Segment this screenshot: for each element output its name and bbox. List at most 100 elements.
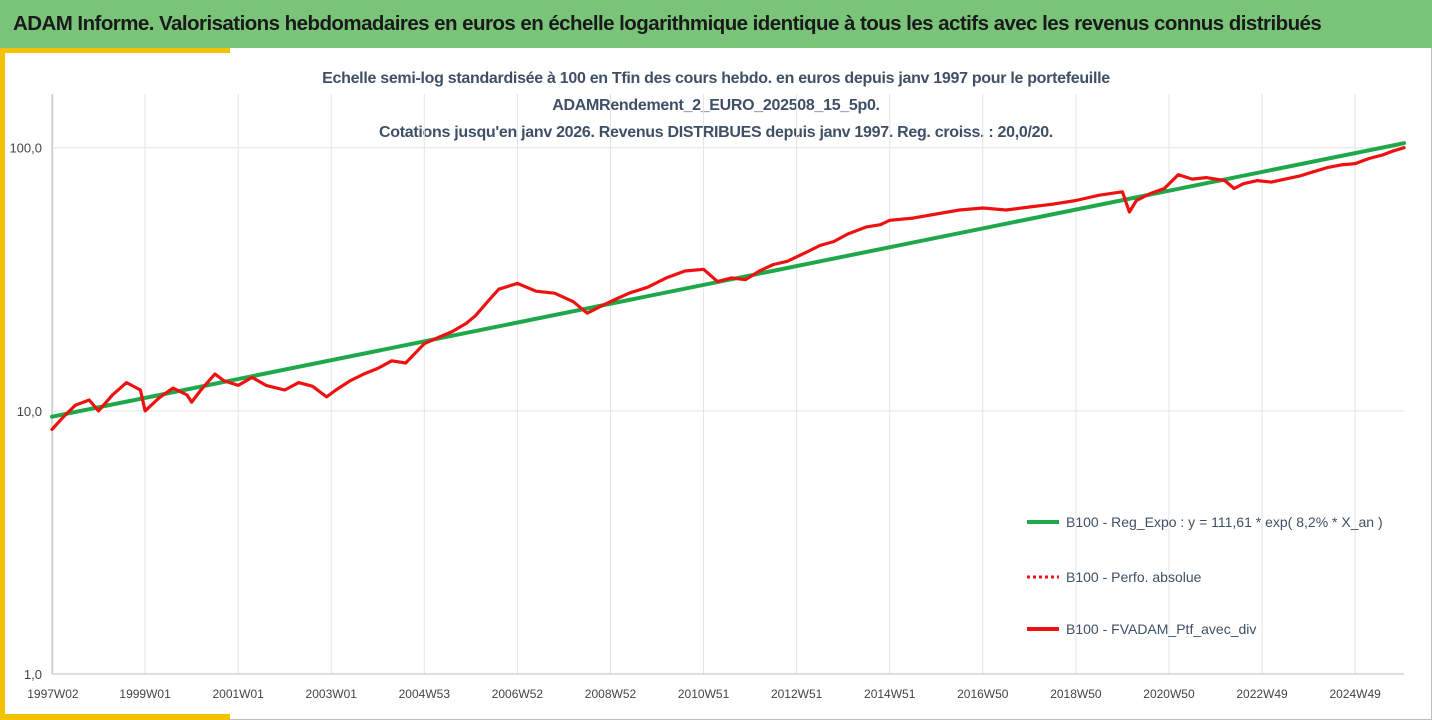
data-point — [553, 292, 556, 294]
legend-label: B100 - Reg_Expo : y = 111,61 * exp( 8,2%… — [1066, 514, 1383, 530]
x-tick-label: 2018W50 — [1050, 687, 1102, 701]
data-point — [88, 399, 91, 401]
data-point — [283, 389, 286, 391]
data-point — [376, 367, 379, 370]
data-point — [423, 342, 426, 345]
data-point — [1298, 175, 1301, 177]
data-point — [772, 263, 775, 266]
data-point — [958, 209, 961, 211]
data-point — [1340, 164, 1342, 166]
data-point — [805, 251, 807, 254]
data-point — [833, 240, 835, 243]
x-tick-label: 2022W49 — [1236, 687, 1288, 701]
data-point — [684, 270, 686, 272]
data-point — [879, 223, 882, 226]
data-point — [1177, 173, 1180, 176]
data-point — [223, 380, 225, 382]
data-point — [51, 428, 53, 431]
legend-label: B100 - Perfo. absolue — [1066, 569, 1202, 585]
data-point — [1163, 187, 1166, 190]
data-point — [200, 389, 202, 391]
data-point — [730, 277, 733, 279]
x-tick-label: 2012W51 — [771, 687, 823, 701]
data-point — [572, 300, 575, 303]
y-tick-label: 10,0 — [17, 404, 42, 419]
chart-title-line-1: Echelle semi-log standardisée à 100 en T… — [322, 70, 1110, 87]
data-point — [646, 286, 649, 289]
y-axis: 1,0 10,0 100,0 — [9, 94, 53, 682]
grid-lines — [52, 94, 1404, 675]
data-point — [1149, 192, 1152, 195]
x-tick-label: 2001W01 — [212, 687, 264, 701]
data-point — [628, 292, 630, 294]
x-tick-label: 2003W01 — [306, 687, 358, 701]
data-point — [1121, 190, 1124, 193]
data-point — [488, 298, 491, 301]
data-point — [744, 278, 747, 281]
series-line-2 — [50, 146, 1406, 431]
data-point — [1284, 178, 1287, 180]
data-point — [1368, 157, 1370, 160]
x-tick-label: 1999W01 — [119, 687, 171, 701]
data-point — [474, 314, 477, 317]
legend-label: B100 - FVADAM_Ptf_avec_div — [1066, 621, 1256, 637]
y-tick-label: 1,0 — [24, 667, 42, 682]
data-point — [1075, 199, 1077, 202]
data-point — [1403, 146, 1405, 149]
data-point — [125, 381, 128, 384]
data-point — [716, 280, 719, 283]
page-title: ADAM Informe. Valorisations hebdomadaire… — [13, 12, 1322, 35]
data-point — [74, 404, 77, 407]
accent-stripe-top — [0, 48, 230, 53]
data-point — [912, 217, 914, 219]
x-tick-label: 1997W02 — [27, 687, 79, 701]
data-point — [437, 336, 440, 339]
data-point — [1028, 206, 1031, 208]
data-point — [1270, 181, 1273, 183]
data-point — [97, 410, 100, 412]
x-tick-label: 2016W50 — [957, 687, 1009, 701]
data-point — [614, 298, 616, 301]
data-point — [1233, 187, 1235, 190]
x-tick-label: 2004W53 — [399, 687, 451, 701]
data-point — [847, 233, 849, 235]
x-tick-label: 2020W50 — [1143, 687, 1195, 701]
data-point — [186, 394, 188, 396]
data-point — [311, 385, 314, 388]
data-point — [1005, 209, 1007, 211]
header-bar: ADAM Informe. Valorisations hebdomadaire… — [0, 0, 1432, 48]
data-point — [214, 373, 216, 375]
data-point — [865, 226, 868, 228]
data-point — [1135, 199, 1138, 202]
data-point — [1051, 203, 1054, 206]
x-tick-label: 2024W49 — [1329, 687, 1381, 701]
data-point — [1224, 179, 1226, 182]
data-point — [1098, 194, 1100, 196]
data-point — [465, 322, 468, 325]
data-point — [497, 288, 500, 290]
x-tick-label: 2006W52 — [492, 687, 544, 701]
data-point — [516, 282, 519, 285]
data-point — [1128, 211, 1131, 213]
data-point — [586, 312, 589, 315]
data-point — [535, 290, 537, 292]
accent-stripe-bottom — [0, 714, 230, 720]
data-point — [390, 359, 393, 362]
x-tick-label: 2010W51 — [678, 687, 730, 701]
data-point — [451, 330, 454, 333]
data-point — [62, 415, 65, 418]
data-point — [1354, 162, 1356, 165]
data-point — [1242, 182, 1245, 185]
data-point — [172, 387, 174, 389]
data-point — [888, 219, 891, 222]
data-point — [144, 410, 146, 412]
data-point — [190, 401, 193, 403]
x-tick-label: 2014W51 — [864, 687, 916, 701]
data-point — [349, 380, 351, 382]
data-point — [1256, 179, 1259, 182]
data-point — [1382, 153, 1384, 156]
data-point — [1205, 176, 1208, 179]
data-point — [251, 376, 253, 379]
